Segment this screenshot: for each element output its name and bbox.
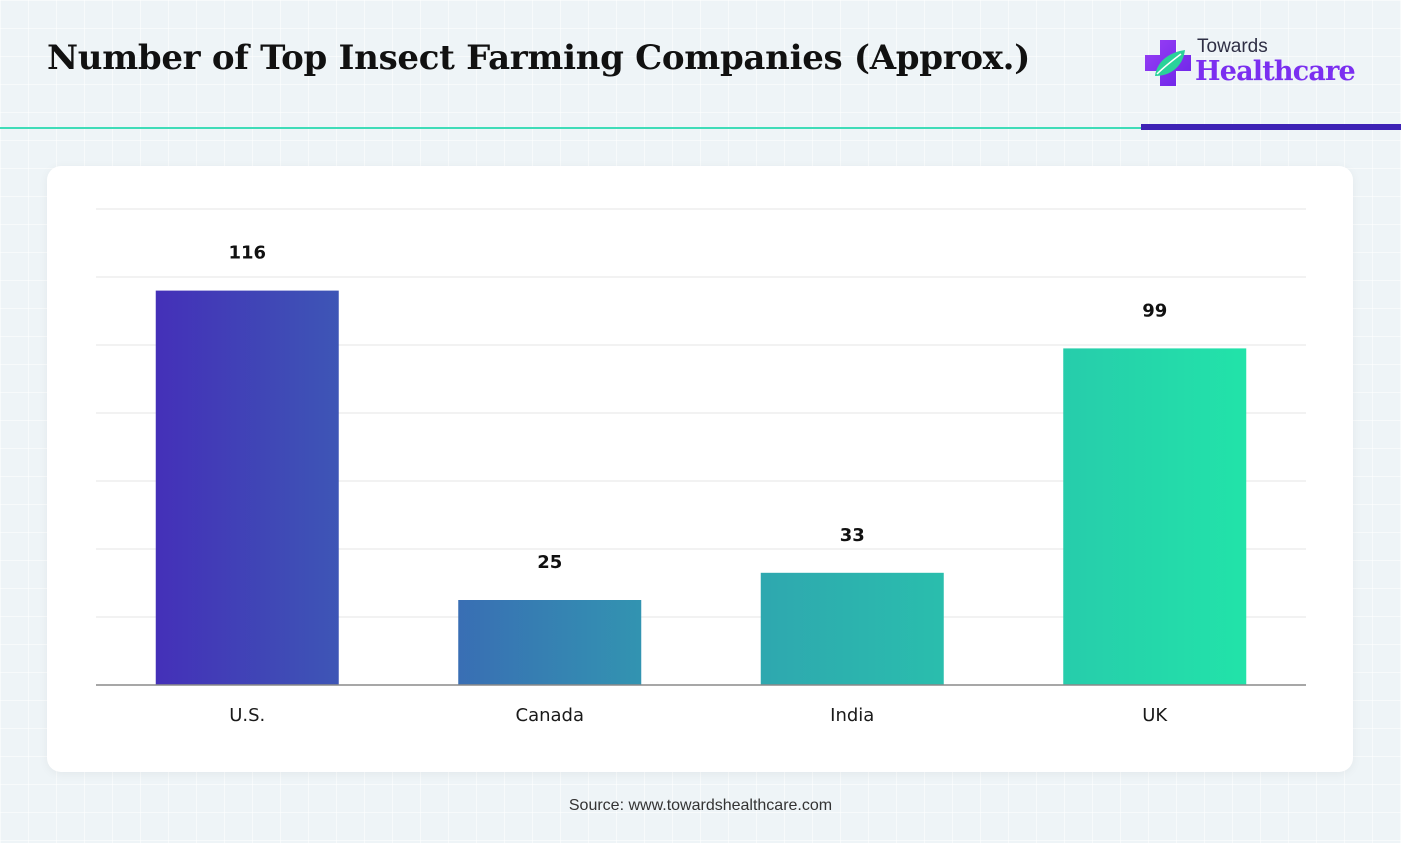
brand-logo: Towards Healthcare: [1145, 36, 1365, 96]
x-tick-label: India: [830, 705, 874, 726]
header-divider-purple: [1141, 124, 1401, 130]
logo-small-text: Towards: [1197, 36, 1268, 57]
bar-canada: [458, 600, 642, 685]
medical-cross-leaf-icon: [1145, 40, 1191, 86]
x-tick-label: U.S.: [229, 705, 265, 726]
data-label: 116: [228, 243, 266, 264]
data-label: 99: [1142, 300, 1167, 321]
data-label: 25: [537, 552, 562, 573]
bar-u-s: [155, 290, 339, 685]
data-label: 33: [840, 525, 865, 546]
x-tick-label: UK: [1142, 705, 1168, 726]
x-tick-label: Canada: [516, 705, 585, 726]
header-divider-teal: [0, 127, 1141, 129]
logo-big-text: Healthcare: [1195, 56, 1356, 87]
source-note: Source: www.towardshealthcare.com: [568, 797, 833, 814]
bar-chart: 116 U.S. 25 Canada 33 India 99 UK: [96, 208, 1306, 726]
bar-uk: [1063, 348, 1247, 685]
bar-india: [760, 572, 944, 685]
chart-card: 116 U.S. 25 Canada 33 India 99 UK: [47, 166, 1353, 772]
chart-title: Number of Top Insect Farming Companies (…: [47, 38, 1031, 78]
